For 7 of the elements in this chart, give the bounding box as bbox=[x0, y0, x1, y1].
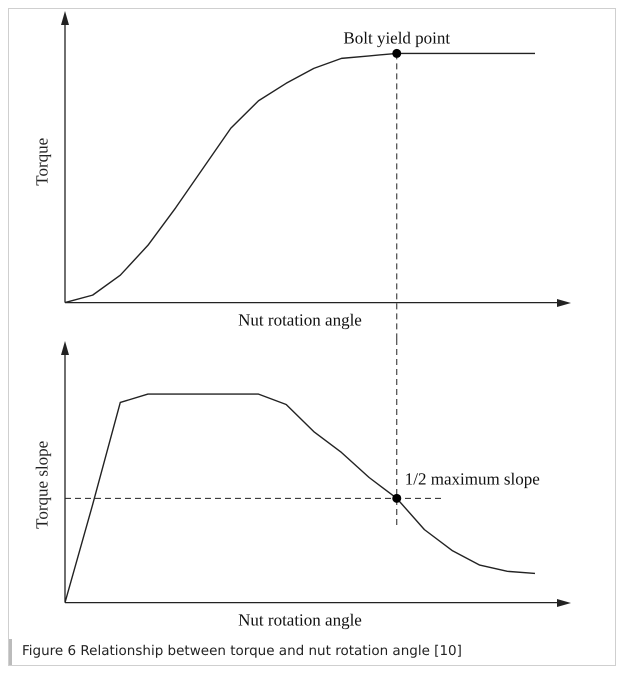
y-axis-title: Torque bbox=[32, 138, 52, 186]
caption: Figure 6 Relationship between torque and nut rotation angle [10] bbox=[9, 639, 615, 665]
x-axis-title: Nut rotation angle bbox=[238, 310, 362, 330]
x-axis-title: Nut rotation angle bbox=[238, 610, 362, 630]
annotation: 1/2 maximum slope bbox=[404, 469, 540, 488]
y-axis-title: Torque slope bbox=[32, 440, 52, 529]
text: Bolt yield point bbox=[343, 28, 450, 48]
